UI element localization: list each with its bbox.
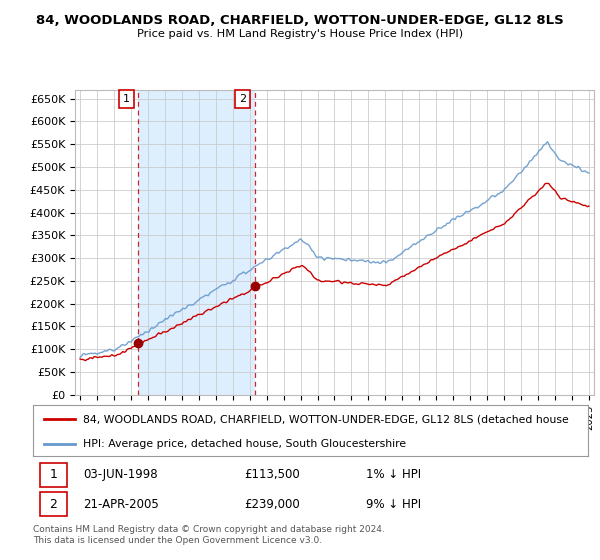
Text: 03-JUN-1998: 03-JUN-1998 xyxy=(83,468,158,482)
Text: £239,000: £239,000 xyxy=(244,498,299,511)
Text: Price paid vs. HM Land Registry's House Price Index (HPI): Price paid vs. HM Land Registry's House … xyxy=(137,29,463,39)
Text: 84, WOODLANDS ROAD, CHARFIELD, WOTTON-UNDER-EDGE, GL12 8LS: 84, WOODLANDS ROAD, CHARFIELD, WOTTON-UN… xyxy=(36,14,564,27)
Text: 2: 2 xyxy=(239,94,247,104)
Bar xyxy=(40,463,67,487)
Text: Contains HM Land Registry data © Crown copyright and database right 2024.
This d: Contains HM Land Registry data © Crown c… xyxy=(33,525,385,545)
Text: £113,500: £113,500 xyxy=(244,468,299,482)
Text: 84, WOODLANDS ROAD, CHARFIELD, WOTTON-UNDER-EDGE, GL12 8LS (detached house: 84, WOODLANDS ROAD, CHARFIELD, WOTTON-UN… xyxy=(83,414,569,424)
Text: 1: 1 xyxy=(50,468,58,482)
Text: 1: 1 xyxy=(123,94,130,104)
Text: 21-APR-2005: 21-APR-2005 xyxy=(83,498,158,511)
Bar xyxy=(138,90,255,395)
Text: 1% ↓ HPI: 1% ↓ HPI xyxy=(366,468,421,482)
Text: 9% ↓ HPI: 9% ↓ HPI xyxy=(366,498,421,511)
Bar xyxy=(40,492,67,516)
Text: 2: 2 xyxy=(50,498,58,511)
Text: HPI: Average price, detached house, South Gloucestershire: HPI: Average price, detached house, Sout… xyxy=(83,438,406,449)
